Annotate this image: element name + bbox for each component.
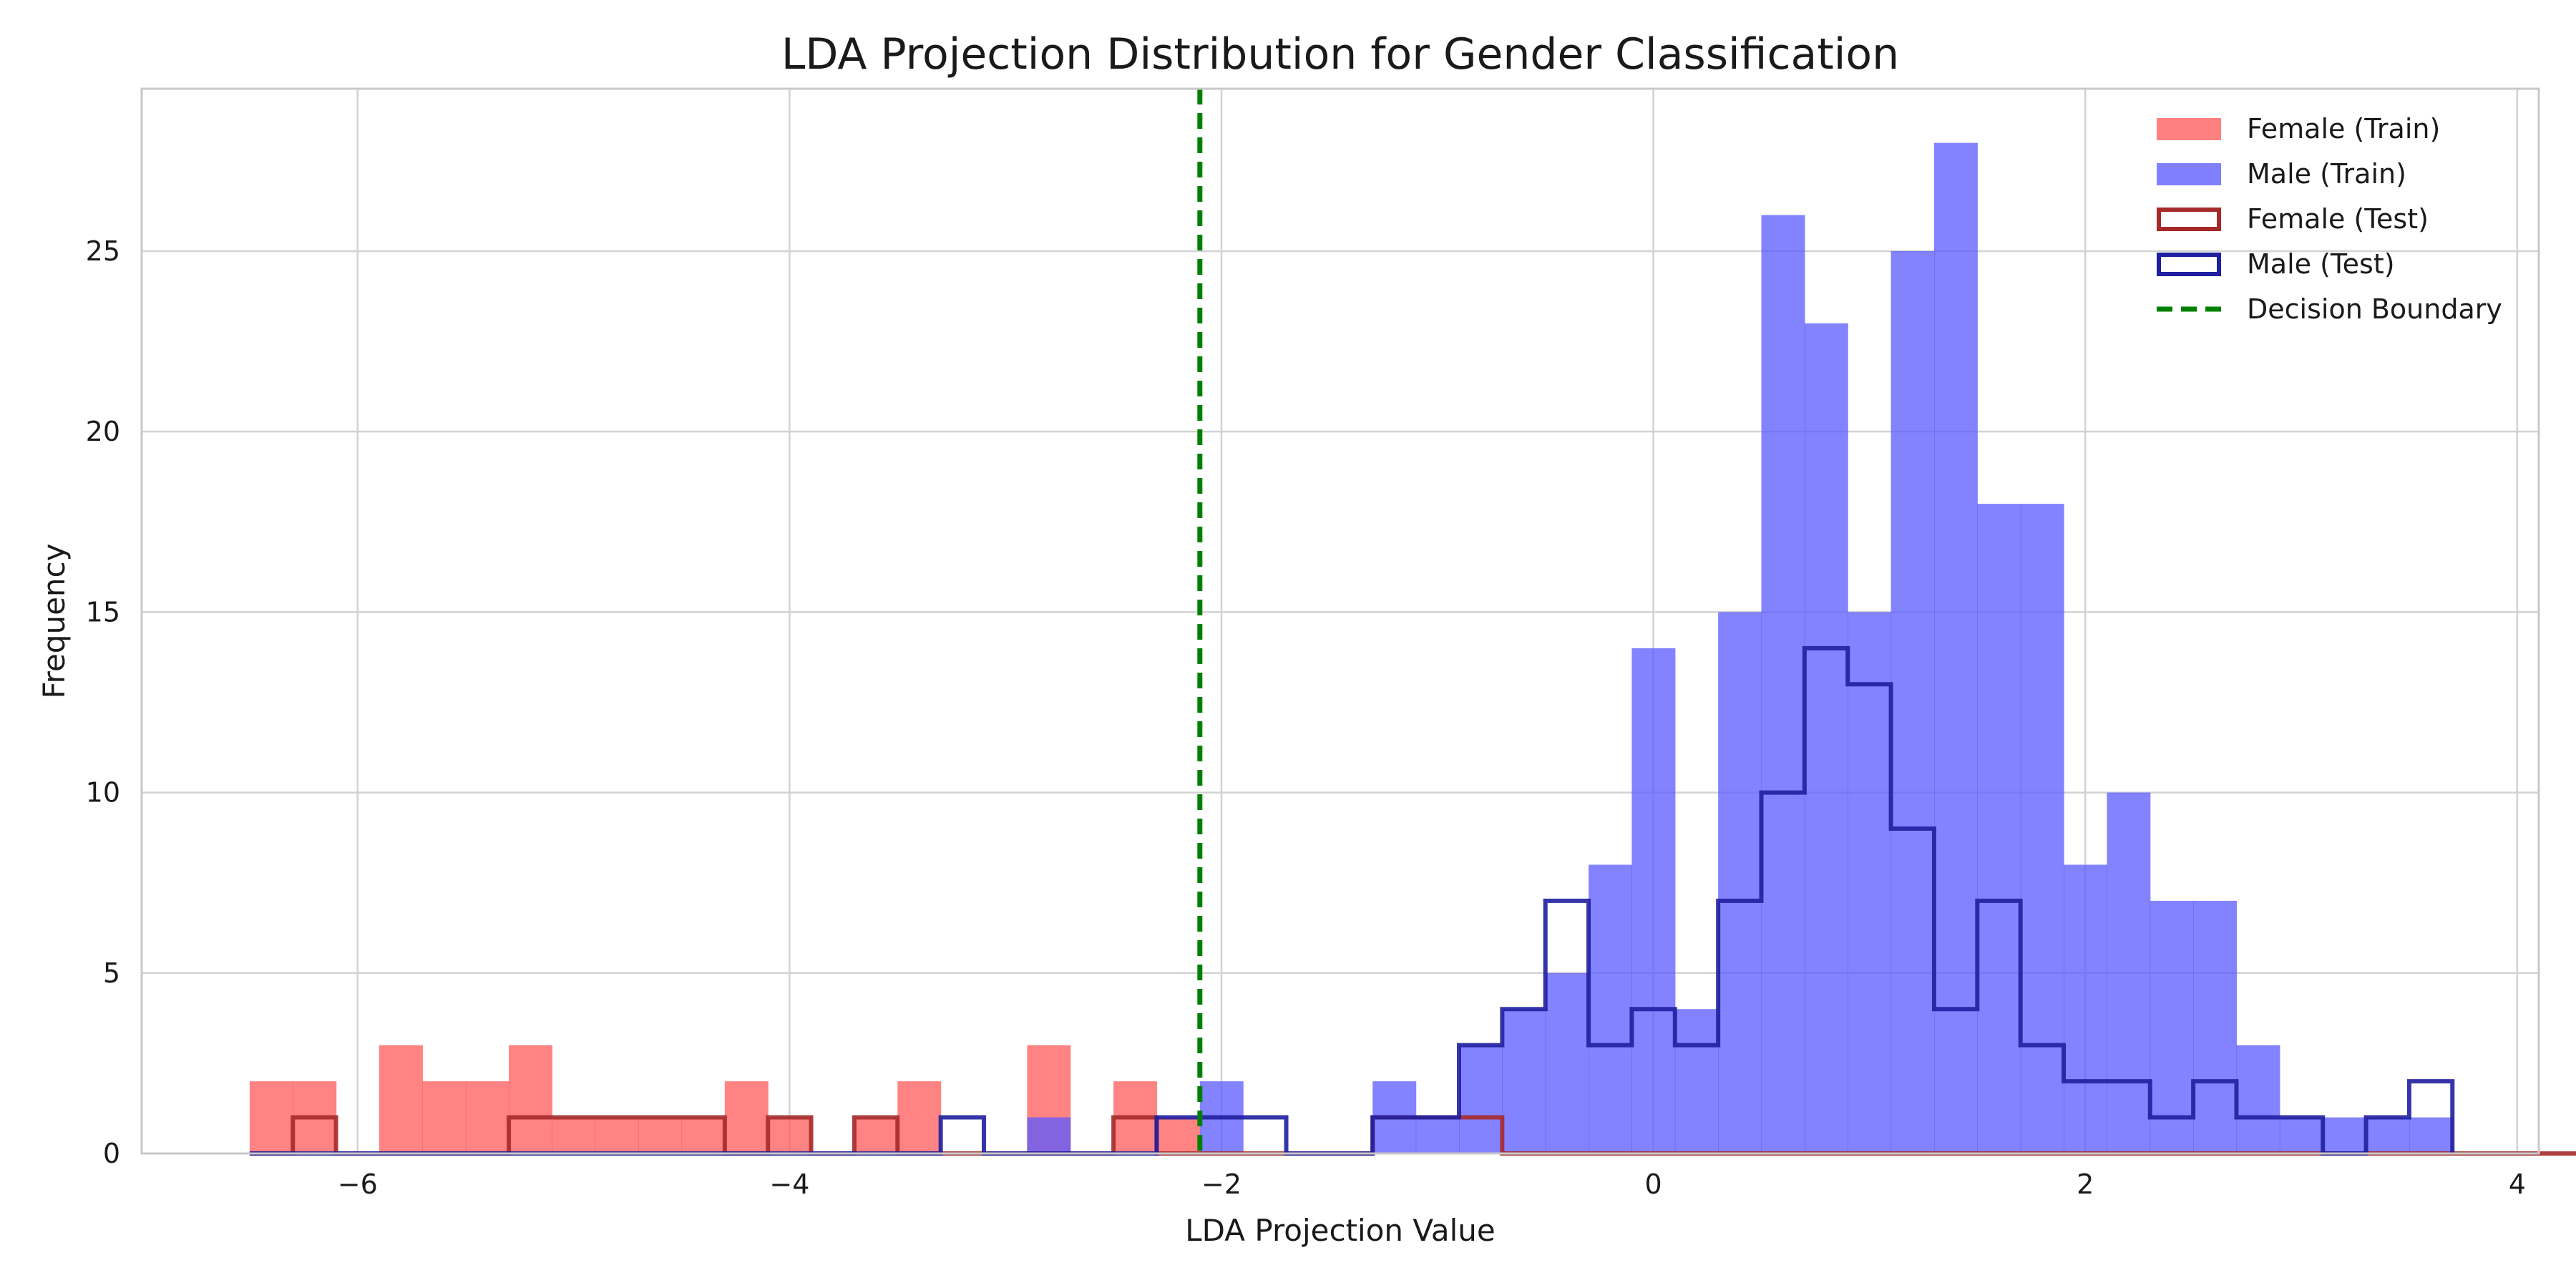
legend-label: Female (Test)	[2247, 203, 2429, 235]
histogram-bar	[768, 1117, 812, 1153]
legend-label: Male (Train)	[2247, 158, 2406, 190]
histogram-bar	[2323, 1117, 2367, 1153]
histogram-bar	[1458, 1045, 1503, 1153]
y-tick-label: 15	[86, 596, 120, 628]
histogram-bar	[1415, 1117, 1460, 1153]
histogram-bar	[2236, 1045, 2280, 1153]
histogram-bar	[1977, 504, 2021, 1153]
histogram-bar	[1804, 323, 1848, 1154]
y-tick-label: 10	[86, 777, 120, 809]
histogram-bar	[465, 1081, 509, 1153]
legend-swatch	[2157, 208, 2221, 231]
x-tick-label: −4	[769, 1169, 809, 1200]
histogram-bar	[1933, 142, 1978, 1153]
x-tick-label: 2	[2077, 1169, 2094, 1200]
histogram-bar	[1589, 864, 1633, 1153]
histogram-bar	[1156, 1117, 1201, 1153]
histogram-bar	[2366, 1117, 2410, 1153]
histogram-bar	[2279, 1117, 2323, 1153]
histogram-bar	[2064, 864, 2107, 1153]
legend-swatch	[2157, 253, 2221, 276]
plot-frame	[140, 87, 2540, 1155]
x-tick-label: −2	[1201, 1169, 1241, 1200]
histogram-bar	[854, 1117, 898, 1153]
histogram-bar	[1761, 215, 1805, 1153]
y-axis-label: Frequency	[36, 544, 72, 699]
histogram-bar	[1545, 972, 1589, 1153]
histogram-bar	[2150, 900, 2194, 1153]
y-tick-label: 0	[103, 1138, 120, 1169]
histogram-bar	[1718, 612, 1762, 1153]
legend-label: Female (Train)	[2247, 113, 2440, 145]
histogram-bar	[2107, 792, 2151, 1153]
y-tick-label: 25	[86, 235, 120, 267]
y-tick-label: 5	[103, 957, 120, 989]
histogram-bar	[1631, 648, 1676, 1153]
legend-swatch	[2157, 118, 2221, 140]
histogram-bar	[2193, 900, 2238, 1153]
histogram-bar	[1674, 1009, 1719, 1153]
histogram-bar	[595, 1117, 639, 1153]
y-tick-label: 20	[86, 416, 120, 447]
histogram-bar	[897, 1081, 942, 1153]
x-tick-label: −6	[338, 1169, 378, 1200]
x-axis-label: LDA Projection Value	[1185, 1213, 1495, 1248]
histogram-bar	[1027, 1117, 1071, 1153]
histogram-bar	[379, 1045, 423, 1153]
histogram-bar	[724, 1081, 769, 1153]
chart-title: LDA Projection Distribution for Gender C…	[781, 29, 1899, 79]
x-tick-label: 0	[1645, 1169, 1662, 1200]
tick-labels: −6 −4 −2 0 2 4 0 5 10 15 20 25	[86, 235, 2526, 1200]
histogram-bar	[681, 1117, 726, 1153]
x-tick-label: 4	[2509, 1169, 2526, 1200]
histogram-bar	[1848, 612, 1892, 1153]
histogram-bar	[2020, 504, 2064, 1153]
histogram-bar	[638, 1117, 683, 1153]
legend-label: Male (Test)	[2247, 248, 2395, 280]
histogram-bar	[1890, 250, 1935, 1154]
legend-swatch	[2157, 163, 2221, 185]
histogram-bar	[249, 1081, 293, 1153]
histogram-bar	[1502, 1009, 1546, 1153]
histogram-bar	[552, 1117, 596, 1153]
histogram-bar	[422, 1081, 467, 1153]
legend-label: Decision Boundary	[2247, 293, 2502, 325]
legend: Female (Train) Male (Train) Female (Test) M…	[2157, 113, 2502, 325]
histogram-bar	[509, 1045, 553, 1153]
histogram-bar	[2409, 1117, 2453, 1153]
